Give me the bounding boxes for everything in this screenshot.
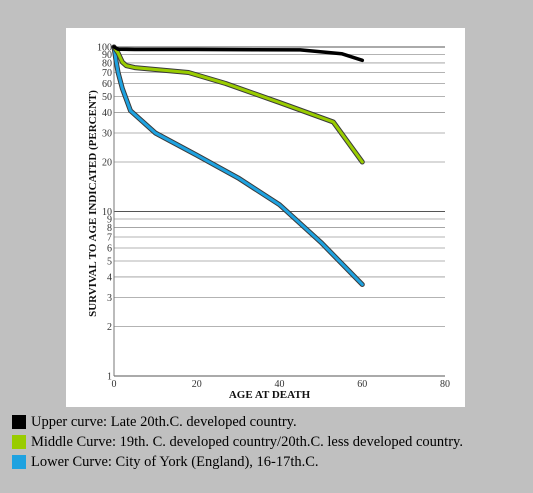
x-tick-label: 0 <box>112 379 117 390</box>
legend-swatch-lower <box>12 455 26 469</box>
x-axis-title: AGE AT DEATH <box>229 389 311 401</box>
series-outline-2 <box>111 44 365 287</box>
y-tick-label: 50 <box>102 92 112 103</box>
y-tick-label: 40 <box>102 108 112 119</box>
x-tick-label: 80 <box>440 379 450 390</box>
y-tick-label: 100 <box>97 43 112 54</box>
x-tick-label: 60 <box>357 379 367 390</box>
y-tick-label: 2 <box>107 322 112 333</box>
y-tick-label: 8 <box>107 223 112 234</box>
y-tick-label: 6 <box>107 243 112 254</box>
y-tick-label: 80 <box>102 58 112 69</box>
y-tick-label: 20 <box>102 157 112 168</box>
legend: Upper curve: Late 20th.C. developed coun… <box>12 412 527 472</box>
series-line-1 <box>112 45 364 164</box>
y-tick-label: 3 <box>107 293 112 304</box>
series-lines <box>111 44 365 287</box>
legend-swatch-middle <box>12 435 26 449</box>
series-line-2 <box>112 45 364 286</box>
y-tick-label: 70 <box>102 68 112 79</box>
y-tick-label: 10 <box>102 207 112 218</box>
y-tick-label: 7 <box>107 232 112 243</box>
legend-item-lower: Lower Curve: City of York (England), 16-… <box>12 452 527 472</box>
y-tick-label: 90 <box>102 50 112 61</box>
legend-label-middle: Middle Curve: 19th. C. developed country… <box>31 434 463 450</box>
legend-label-upper: Upper curve: Late 20th.C. developed coun… <box>31 414 297 430</box>
y-tick-label: 4 <box>107 272 112 283</box>
series-line-0 <box>112 45 365 63</box>
y-tick-label: 60 <box>102 79 112 90</box>
legend-label-lower: Lower Curve: City of York (England), 16-… <box>31 454 319 470</box>
plot-panel: 1 2 3 4 5 6 7 8 9 10 20 30 40 50 60 70 80 90 100 0 20 40 60 80 … <box>66 28 465 407</box>
y-tick-label: 30 <box>102 129 112 140</box>
x-tick-label: 40 <box>275 379 285 390</box>
y-tick-label: 1 <box>107 372 112 383</box>
y-tick-label: 5 <box>107 257 112 268</box>
legend-item-middle: Middle Curve: 19th. C. developed country… <box>12 432 527 452</box>
legend-swatch-upper <box>12 415 26 429</box>
series-outline-1 <box>111 44 365 165</box>
legend-item-upper: Upper curve: Late 20th.C. developed coun… <box>12 412 527 432</box>
y-axis-title: SURVIVAL TO AGE INDICATED (PERCENT) <box>87 90 99 317</box>
y-tick-label: 9 <box>107 215 112 226</box>
grid-lines <box>113 46 445 377</box>
x-tick-label: 20 <box>192 379 202 390</box>
